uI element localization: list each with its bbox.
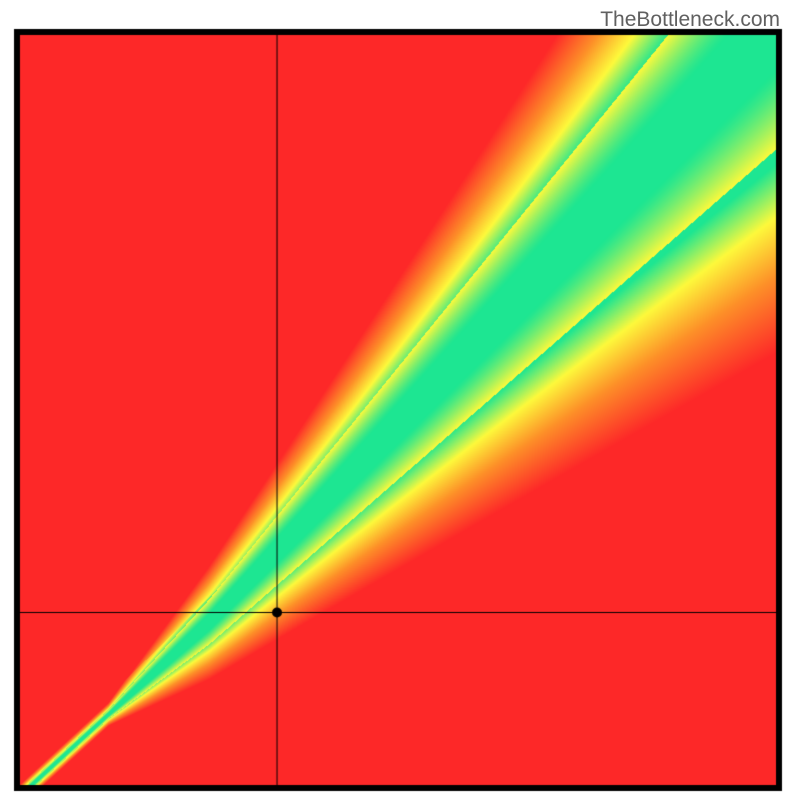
heatmap-canvas <box>0 0 800 800</box>
chart-container: TheBottleneck.com <box>0 0 800 800</box>
watermark-text: TheBottleneck.com <box>600 8 780 32</box>
